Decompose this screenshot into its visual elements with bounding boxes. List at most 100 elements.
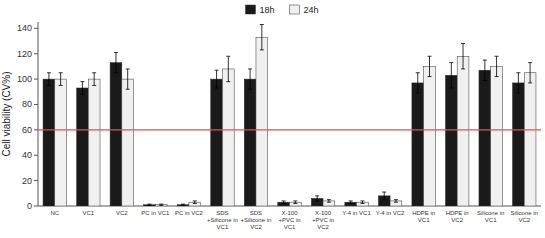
bar	[177, 205, 189, 206]
error-line	[530, 63, 531, 83]
bar	[43, 79, 55, 206]
y-tick	[34, 53, 38, 54]
x-tick-label-line: VC1	[284, 224, 296, 230]
y-tick-label: 140	[17, 23, 32, 33]
x-tick-label-line: VC2	[518, 217, 530, 223]
y-tick	[34, 180, 38, 181]
error-cap	[416, 93, 420, 94]
x-tick-label-line: +Silicone in	[207, 217, 238, 223]
y-tick	[34, 28, 38, 29]
error-cap	[126, 68, 130, 69]
chart-container: 020406080100120140Cell viability (CV%)NC…	[0, 0, 545, 238]
error-cap	[315, 195, 319, 196]
error-cap	[428, 76, 432, 77]
error-bar	[248, 69, 252, 89]
error-bar	[461, 44, 465, 69]
error-bar	[260, 25, 264, 50]
x-tick-label-line: SDS	[250, 210, 262, 216]
x-tick-label: Silicone inVC2	[511, 210, 538, 223]
y-tick-label: 40	[22, 150, 32, 160]
error-cap	[293, 200, 297, 201]
error-cap	[528, 62, 532, 63]
x-tick-label-line: +Silicone in	[241, 217, 272, 223]
x-tick-label-line: Silicone in	[511, 210, 538, 216]
error-line	[48, 73, 49, 86]
error-cap	[193, 203, 197, 204]
x-tick-label: HDPE inVC2	[446, 210, 469, 223]
x-tick-label-line: X-100	[315, 210, 332, 216]
error-cap	[226, 56, 230, 57]
bar	[155, 205, 167, 206]
legend: 18h24h	[246, 5, 319, 15]
error-cap	[80, 94, 84, 95]
error-cap	[394, 202, 398, 203]
x-tick-label-line: Y-4 in VC1	[342, 210, 371, 216]
error-bar	[80, 82, 84, 95]
reference-line	[38, 129, 541, 130]
bar	[122, 79, 134, 206]
y-tick-label: 100	[17, 74, 32, 84]
error-line	[463, 44, 464, 69]
error-line	[496, 56, 497, 76]
x-tick-label: Y-4 in VC1	[342, 210, 371, 216]
y-tick-label: 80	[22, 99, 32, 109]
error-cap	[293, 203, 297, 204]
error-line	[261, 25, 262, 50]
error-cap	[147, 205, 151, 206]
x-tick-label: Silicone inVC1	[477, 210, 504, 223]
x-tick-label-line: VC1	[217, 224, 229, 230]
x-tick-label-line: HDPE in	[446, 210, 469, 216]
error-cap	[349, 203, 353, 204]
error-cap	[327, 202, 331, 203]
error-cap	[147, 204, 151, 205]
x-tick-label-line: VC2	[116, 210, 128, 216]
error-line	[518, 73, 519, 93]
plot-area	[38, 25, 541, 206]
bar	[88, 79, 100, 206]
error-cap	[159, 204, 163, 205]
x-tick-label: HDPE inVC1	[412, 210, 435, 223]
bar	[55, 79, 67, 206]
bar	[424, 66, 436, 206]
error-cap	[215, 70, 219, 71]
error-bars	[59, 25, 532, 206]
bar	[77, 88, 89, 206]
y-tick	[34, 206, 38, 207]
x-tick-label-line: X-100	[281, 210, 298, 216]
x-tick-label-line: VC1	[82, 210, 94, 216]
error-cap	[47, 72, 51, 73]
error-cap	[92, 72, 96, 73]
x-tick-label: SDS+Silicone inVC1	[207, 210, 238, 230]
x-tick-label-line: VC2	[451, 217, 463, 223]
error-bar	[382, 192, 386, 200]
bar	[512, 83, 524, 206]
error-cap	[495, 56, 499, 57]
error-cap	[461, 68, 465, 69]
error-line	[484, 60, 485, 80]
error-cap	[360, 203, 364, 204]
error-line	[384, 192, 385, 200]
error-cap	[483, 80, 487, 81]
error-line	[317, 196, 318, 201]
error-cap	[382, 199, 386, 200]
x-tick-label: VC1	[82, 210, 94, 216]
error-cap	[382, 192, 386, 193]
y-tick-label: 0	[27, 201, 32, 211]
error-cap	[59, 72, 63, 73]
x-tick-label-line: VC2	[250, 224, 262, 230]
bar	[211, 79, 223, 206]
x-tick-label: PC in VC1	[141, 210, 170, 216]
x-tick-label-line: NC	[50, 210, 59, 216]
error-bar	[349, 201, 353, 204]
error-bar	[282, 201, 286, 204]
y-axis: 020406080100120140	[17, 22, 38, 211]
y-tick	[34, 104, 38, 105]
bar	[222, 69, 234, 206]
error-cap	[483, 60, 487, 61]
error-line	[115, 52, 116, 72]
y-tick-label: 60	[22, 125, 32, 135]
error-cap	[215, 87, 219, 88]
bar	[457, 56, 469, 206]
error-cap	[47, 85, 51, 86]
error-bar	[181, 204, 185, 205]
